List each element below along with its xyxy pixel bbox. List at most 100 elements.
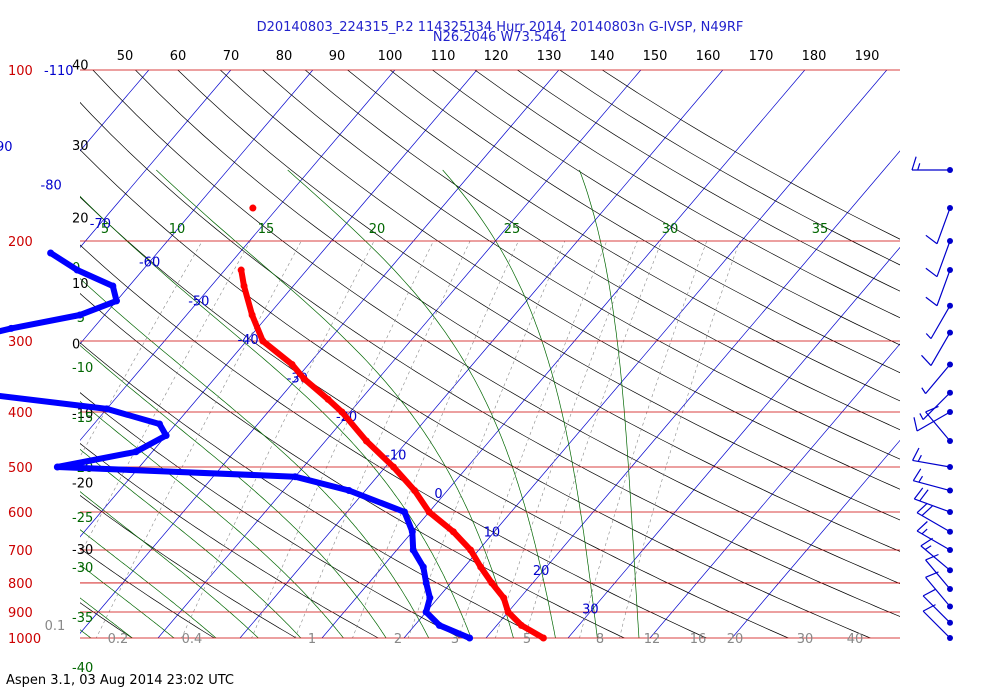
wind-barb-flag (918, 475, 924, 483)
wind-barb-shaft (913, 480, 951, 492)
moist-adiabat-line (442, 169, 598, 638)
top-axis-label: 50 (117, 49, 134, 64)
left-temp-label: 0 (72, 337, 80, 352)
wind-barb-shaft (912, 459, 951, 468)
isotherm-line (157, 70, 642, 638)
pressure-label: 200 (8, 235, 33, 250)
wind-barb-shaft (925, 576, 951, 607)
wind-barb-flag (925, 553, 939, 561)
dry-adiabat-line (431, 70, 900, 346)
dry-adiabat-line (80, 392, 461, 638)
mixing-ratio-line (352, 240, 519, 638)
dewpoint-profile-point (435, 621, 443, 629)
isotherm-line (239, 70, 724, 638)
dry-adiabat-line (389, 70, 900, 374)
wind-barb-shaft (914, 498, 951, 513)
moist-left-label: -30 (72, 561, 93, 576)
mixing-ratio-label: 30 (797, 632, 814, 647)
dewpoint-profile-point (422, 608, 430, 616)
left-temp-label: -20 (72, 477, 93, 492)
dewpoint-profile-point (422, 579, 430, 587)
dewpoint-profile-point (426, 594, 434, 602)
moist-adiabat-line (80, 344, 387, 638)
top-axis-label: 190 (855, 49, 880, 64)
moist-adiabat-line (80, 529, 217, 638)
dry-adiabat-line (80, 602, 133, 638)
chart-title: D20140803_224315_P.2 114325134 Hurr 2014… (256, 20, 744, 35)
wind-barb-flag (913, 487, 924, 500)
mixing-ratio-line (619, 240, 740, 638)
isotherm-line (403, 70, 888, 638)
dry-adiabat-line (80, 495, 297, 638)
mixing-ratio-line (458, 240, 608, 638)
moist-left-label: -10 (72, 361, 93, 376)
wind-barb-flag (917, 454, 922, 462)
dewpoint-profile-point (7, 324, 15, 332)
left-temp-label: -10 (72, 407, 93, 422)
moist-adiabat-label: 35 (812, 222, 829, 237)
temperature-profile-point (324, 395, 332, 403)
wind-barb-shaft (930, 332, 951, 366)
pressure-label: 700 (8, 544, 33, 559)
pressure-label: 100 (8, 64, 33, 79)
dewpoint-profile-point (155, 420, 163, 428)
dewpoint-profile-point (466, 634, 474, 642)
pressure-label: 900 (8, 606, 33, 621)
wind-barb-flag (925, 296, 938, 307)
moist-adiabat-label: 5 (101, 222, 109, 237)
moist-adiabat-line (80, 448, 302, 638)
moist-left-label: -15 (72, 411, 93, 426)
temperature-profile-point (237, 266, 245, 274)
temperature-profile-point (288, 361, 296, 369)
dewpoint-profile-point (103, 405, 111, 413)
wind-barb-flag (917, 163, 921, 171)
temperature-profile-point (467, 546, 475, 554)
wind-barb-shaft (920, 545, 951, 571)
moist-left-label: -35 (72, 611, 93, 626)
moist-adiabat-line (579, 169, 640, 638)
wind-barb-shaft (916, 530, 951, 551)
mixing-ratio-line (579, 240, 708, 638)
top-axis-label: 170 (749, 49, 774, 64)
top-axis-label: 150 (643, 49, 668, 64)
mixing-ratio-line (294, 240, 471, 638)
dewpoint-profile-point (113, 297, 121, 305)
temperature-profile-point (411, 487, 419, 495)
wind-barb-flag (921, 354, 932, 366)
isotherm-line (80, 70, 232, 248)
temperature-profile-point (504, 608, 512, 616)
dry-adiabat-line (80, 443, 379, 638)
wind-barb-flag (924, 545, 932, 551)
temperature-profile-point (240, 282, 248, 290)
dewpoint-profile-point (409, 546, 417, 554)
pressure-label: 600 (8, 506, 33, 521)
dry-adiabat-line (262, 70, 900, 460)
wind-barb-flag (919, 413, 924, 420)
top-axis-label: 140 (590, 49, 615, 64)
moist-adiabat-label: 15 (258, 222, 275, 237)
wind-barb-flag (922, 588, 936, 597)
temperature-profile-point (488, 579, 496, 587)
wind-barb-flag (912, 447, 920, 461)
isotherm-line (80, 70, 314, 345)
moist-left-label: -40 (72, 661, 93, 676)
isotherm-label: -40 (237, 333, 258, 348)
dry-adiabat-line (474, 70, 900, 319)
temperature-profile-point (425, 508, 433, 516)
wind-barb-shaft (922, 392, 951, 421)
wind-barb-flag (921, 528, 928, 535)
top-axis-label: 130 (537, 49, 562, 64)
moist-adiabat-line (80, 400, 344, 638)
profiles (0, 204, 547, 642)
temperature-profile-point (477, 563, 485, 571)
wind-barb-shaft (925, 364, 951, 395)
dry-adiabat-line (347, 70, 900, 402)
dry-adiabat-line (219, 70, 900, 490)
isotherm-label: -80 (41, 179, 62, 194)
temperature-profile-point (259, 337, 267, 345)
dewpoint-profile-point (419, 563, 427, 571)
moist-adiabat-label: 25 (504, 222, 521, 237)
pressure-label: 800 (8, 577, 33, 592)
dewpoint-profile-point (47, 249, 55, 257)
